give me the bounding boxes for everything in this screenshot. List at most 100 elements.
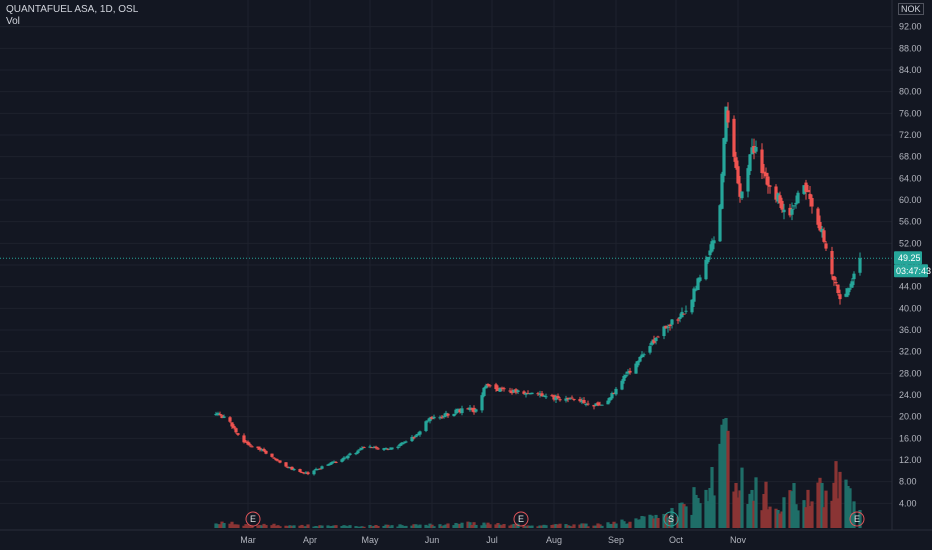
candle-body (410, 436, 414, 442)
candle-body (736, 166, 740, 184)
volume-bar (846, 485, 850, 528)
volume-bar (626, 523, 630, 528)
volume-bar (370, 526, 374, 528)
candle (522, 390, 526, 395)
candle (474, 408, 478, 413)
volume-bar (248, 525, 252, 528)
volume-bar (578, 524, 582, 528)
volume-bar (634, 518, 638, 528)
split-badge[interactable]: S (663, 511, 679, 527)
volume-bar (782, 497, 786, 528)
volume-bar (264, 525, 268, 528)
candle-body (652, 339, 656, 343)
volume-bar (668, 519, 672, 528)
currency-label[interactable]: NOK (898, 3, 924, 15)
volume-bar (498, 524, 502, 528)
volume-bar (304, 526, 308, 528)
candle-body (452, 413, 456, 417)
volume-bar (712, 495, 716, 528)
symbol-title: QUANTAFUEL ASA, 1D, OSL (6, 4, 139, 15)
candle (510, 388, 514, 395)
candle-body (388, 448, 392, 450)
volume-bar (710, 467, 714, 528)
volume-bar (718, 443, 722, 528)
candle-body (594, 403, 598, 406)
candle (722, 137, 726, 183)
candle-body (228, 417, 232, 422)
candle (594, 403, 598, 407)
candle (326, 463, 330, 466)
x-tick-label: Aug (546, 535, 562, 545)
earnings-badge[interactable]: E (513, 511, 529, 527)
candle (830, 246, 834, 280)
volume-bar (656, 517, 660, 528)
candle-body (634, 363, 638, 374)
volume-bar (374, 525, 378, 528)
volume-bar (804, 507, 808, 528)
candle (356, 449, 360, 455)
volume-bar (362, 526, 366, 528)
candle-body (680, 311, 684, 318)
volume-bar (348, 525, 352, 528)
volume-bar (652, 518, 656, 528)
candle (838, 289, 842, 305)
volume-bar (472, 522, 476, 528)
candle (362, 446, 366, 449)
candle (680, 307, 684, 318)
candle-body (440, 416, 444, 418)
earnings-badge[interactable]: E (245, 511, 261, 527)
candle-body (470, 408, 474, 410)
volume-bars (214, 417, 862, 528)
y-tick-label: 32.00 (899, 347, 922, 357)
candle-body (250, 446, 254, 448)
candle (638, 356, 642, 363)
candle-body (320, 466, 324, 469)
candle (690, 299, 694, 315)
volume-bar (572, 524, 576, 528)
volume-bar (666, 517, 670, 528)
candle-body (330, 462, 334, 464)
candle (248, 442, 252, 448)
candle (342, 456, 346, 461)
candle-body (502, 388, 506, 390)
candle-body (236, 433, 240, 435)
candle (612, 392, 616, 395)
volume-bar (418, 524, 422, 528)
candle-body (538, 393, 542, 395)
volume-bar (732, 491, 736, 528)
candle-body (628, 370, 632, 373)
candle (610, 391, 614, 400)
candle-body (484, 385, 488, 389)
candle-body (832, 276, 836, 281)
volume-bar (622, 521, 626, 528)
candle (782, 203, 786, 220)
volume-bar (726, 430, 730, 528)
candle-body (850, 281, 854, 288)
volume-bar (596, 523, 600, 528)
candle (470, 407, 474, 412)
candle-body (806, 190, 810, 192)
candle-body (624, 374, 628, 377)
candle (456, 408, 460, 414)
volume-bar (416, 525, 420, 528)
volume-bar (524, 526, 528, 528)
candle-body (676, 319, 680, 321)
candle (754, 140, 758, 154)
volume-bar (468, 522, 472, 528)
volume-bar (552, 524, 556, 528)
volume-bar (356, 526, 360, 528)
candle (804, 179, 808, 200)
volume-bar (704, 489, 708, 528)
volume-bar (654, 514, 658, 528)
candle-body (830, 251, 834, 275)
earnings-badge[interactable]: E (849, 511, 865, 527)
candle (446, 413, 450, 418)
candle-body (412, 437, 416, 439)
volume-bar (628, 521, 632, 528)
candle-body (402, 442, 406, 444)
candle (568, 397, 572, 400)
candle (256, 446, 260, 451)
candle (260, 448, 264, 452)
candle-body (802, 185, 806, 194)
